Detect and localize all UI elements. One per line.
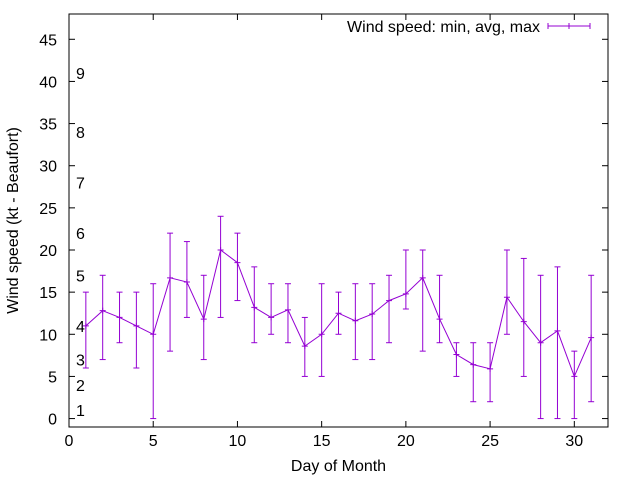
- y-tick-label: 15: [39, 285, 57, 302]
- legend-label: Wind speed: min, avg, max: [347, 19, 540, 36]
- data-point: [537, 339, 544, 346]
- y-axis-title: Wind speed (kt - Beaufort): [5, 127, 22, 314]
- x-tick-label: 5: [149, 433, 158, 450]
- legend: Wind speed: min, avg, max: [347, 19, 591, 36]
- data-point: [487, 365, 494, 372]
- beaufort-label: 9: [76, 66, 85, 83]
- axes: [68, 13, 609, 428]
- beaufort-label: 5: [76, 268, 85, 285]
- data-point: [318, 331, 325, 338]
- beaufort-label: 3: [76, 353, 85, 370]
- y-tick-label: 30: [39, 159, 57, 176]
- data-point: [335, 310, 342, 317]
- data-point: [402, 290, 409, 297]
- x-tick-label: 20: [397, 433, 415, 450]
- data-point: [419, 274, 426, 281]
- x-tick-label: 0: [65, 433, 74, 450]
- data-point: [284, 306, 291, 313]
- data-point: [234, 259, 241, 266]
- x-tick-label: 30: [565, 433, 583, 450]
- beaufort-label: 6: [76, 226, 85, 243]
- plot-frame: [68, 13, 609, 428]
- data-point: [167, 274, 174, 281]
- data-point: [150, 331, 157, 338]
- y-tick-label: 35: [39, 117, 57, 134]
- data-point: [386, 297, 393, 304]
- data-point: [436, 316, 443, 323]
- y-tick-label: 45: [39, 32, 57, 49]
- data-point: [520, 318, 527, 325]
- data-point: [116, 314, 123, 321]
- beaufort-label: 7: [76, 176, 85, 193]
- beaufort-labels: 1 2 3 4 5 6 7 8 9: [76, 66, 85, 420]
- y-tick-label: 40: [39, 74, 57, 91]
- y-tick-label: 0: [48, 412, 57, 429]
- data-point: [453, 351, 460, 358]
- x-tick-label: 15: [313, 433, 331, 450]
- y-tick-label: 20: [39, 243, 57, 260]
- y-tick-label: 5: [48, 369, 57, 386]
- x-axis-title: Day of Month: [291, 458, 386, 475]
- beaufort-label: 8: [76, 125, 85, 142]
- data-point: [251, 304, 258, 311]
- beaufort-label: 4: [76, 319, 85, 336]
- y-tick-label: 25: [39, 201, 57, 218]
- data-point: [503, 294, 510, 301]
- series-line-group: [82, 247, 595, 380]
- data-point: [183, 279, 190, 286]
- beaufort-label: 2: [76, 378, 85, 395]
- data-point: [133, 322, 140, 329]
- data-point: [301, 343, 308, 350]
- data-point: [369, 311, 376, 318]
- error-bars: [82, 215, 595, 420]
- data-point: [82, 322, 89, 329]
- data-point: [571, 373, 578, 380]
- data-point: [554, 327, 561, 334]
- data-point: [268, 314, 275, 321]
- beaufort-label: 1: [76, 403, 85, 420]
- data-point: [352, 317, 359, 324]
- data-point: [99, 307, 106, 314]
- x-tick-label: 10: [229, 433, 247, 450]
- y-tick-label: 10: [39, 327, 57, 344]
- data-point: [470, 361, 477, 368]
- data-point: [200, 316, 207, 323]
- x-tick-label: 25: [481, 433, 499, 450]
- data-point: [217, 247, 224, 253]
- data-point: [588, 334, 595, 341]
